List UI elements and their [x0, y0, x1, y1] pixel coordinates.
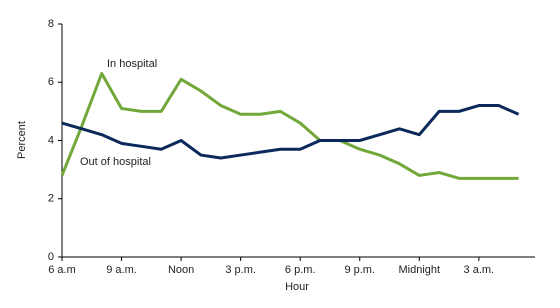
x-tick-label: Noon [168, 264, 194, 276]
y-tick-label: 6 [48, 76, 54, 88]
y-axis-label: Percent [16, 121, 28, 159]
x-tick-label: 9 p.m. [344, 264, 375, 276]
x-tick-label: 6 a.m [48, 264, 76, 276]
x-tick-label: 3 a.m. [464, 264, 495, 276]
series-label: In hospital [107, 58, 157, 70]
x-tick-label: Midnight [399, 264, 441, 276]
x-tick-label: 6 p.m. [285, 264, 316, 276]
y-tick-label: 8 [48, 18, 54, 30]
x-tick-label: 3 p.m. [225, 264, 256, 276]
y-tick-label: 4 [48, 134, 54, 146]
series-label: Out of hospital [80, 156, 151, 168]
series-line [60, 72, 519, 180]
y-tick-label: 2 [48, 193, 54, 205]
series-line [61, 104, 520, 160]
x-tick-label: 9 a.m. [106, 264, 137, 276]
x-axis-label: Hour [285, 281, 309, 293]
y-tick-label: 0 [48, 251, 54, 263]
